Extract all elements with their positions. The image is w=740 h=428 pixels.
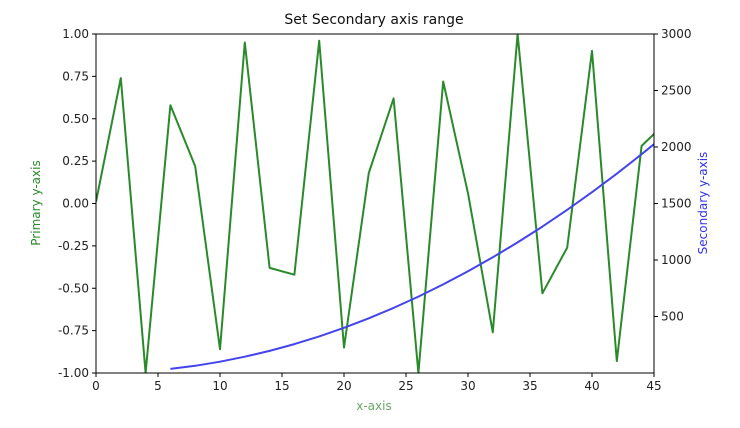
secondary-y-axis-label: Secondary y-axis	[696, 152, 710, 255]
primary-y-axis-ticks: -1.00 -0.75 -0.50 -0.25 0.00 0.25 0.50 0.75 1.00	[58, 27, 96, 380]
plot-frame	[95, 33, 655, 374]
x-tick-label: 45	[646, 379, 661, 393]
y-tick-label: -1.00	[58, 366, 89, 380]
x-tick-label: 0	[92, 379, 100, 393]
x-tick-label: 10	[212, 379, 227, 393]
y2-tick-label: 2000	[661, 140, 692, 154]
primary-y-axis-label: Primary y-axis	[29, 160, 43, 245]
y-tick-label: -0.25	[58, 239, 89, 253]
primary-series-line	[96, 34, 654, 373]
plot-area	[95, 33, 655, 374]
chart-title: Set Secondary axis range	[284, 12, 463, 28]
y-tick-label: 0.00	[62, 197, 89, 211]
y-tick-label: 0.25	[62, 154, 89, 168]
y2-tick-label: 2500	[661, 84, 692, 98]
secondary-y-axis-ticks: 500 1000 1500 2000 2500 3000	[654, 27, 692, 324]
x-tick-label: 20	[336, 379, 351, 393]
y-tick-label: -0.50	[58, 281, 89, 295]
y2-tick-label: 500	[661, 310, 684, 324]
secondary-series-line	[170, 143, 654, 370]
y2-tick-label: 1500	[661, 197, 692, 211]
y2-tick-label: 3000	[661, 27, 692, 41]
x-tick-label: 40	[584, 379, 599, 393]
y-tick-label: 0.50	[62, 112, 89, 126]
x-axis-ticks: 0 5 10 15 20 25 30 35 40 45	[92, 373, 662, 393]
y-tick-label: 1.00	[62, 27, 89, 41]
x-tick-label: 5	[154, 379, 162, 393]
y-tick-label: 0.75	[62, 69, 89, 83]
x-tick-label: 15	[274, 379, 289, 393]
x-axis-label: x-axis	[356, 399, 391, 413]
x-tick-label: 30	[460, 379, 475, 393]
x-tick-label: 35	[522, 379, 537, 393]
y-tick-label: -0.75	[58, 324, 89, 338]
y2-tick-label: 1000	[661, 253, 692, 267]
x-tick-label: 25	[398, 379, 413, 393]
